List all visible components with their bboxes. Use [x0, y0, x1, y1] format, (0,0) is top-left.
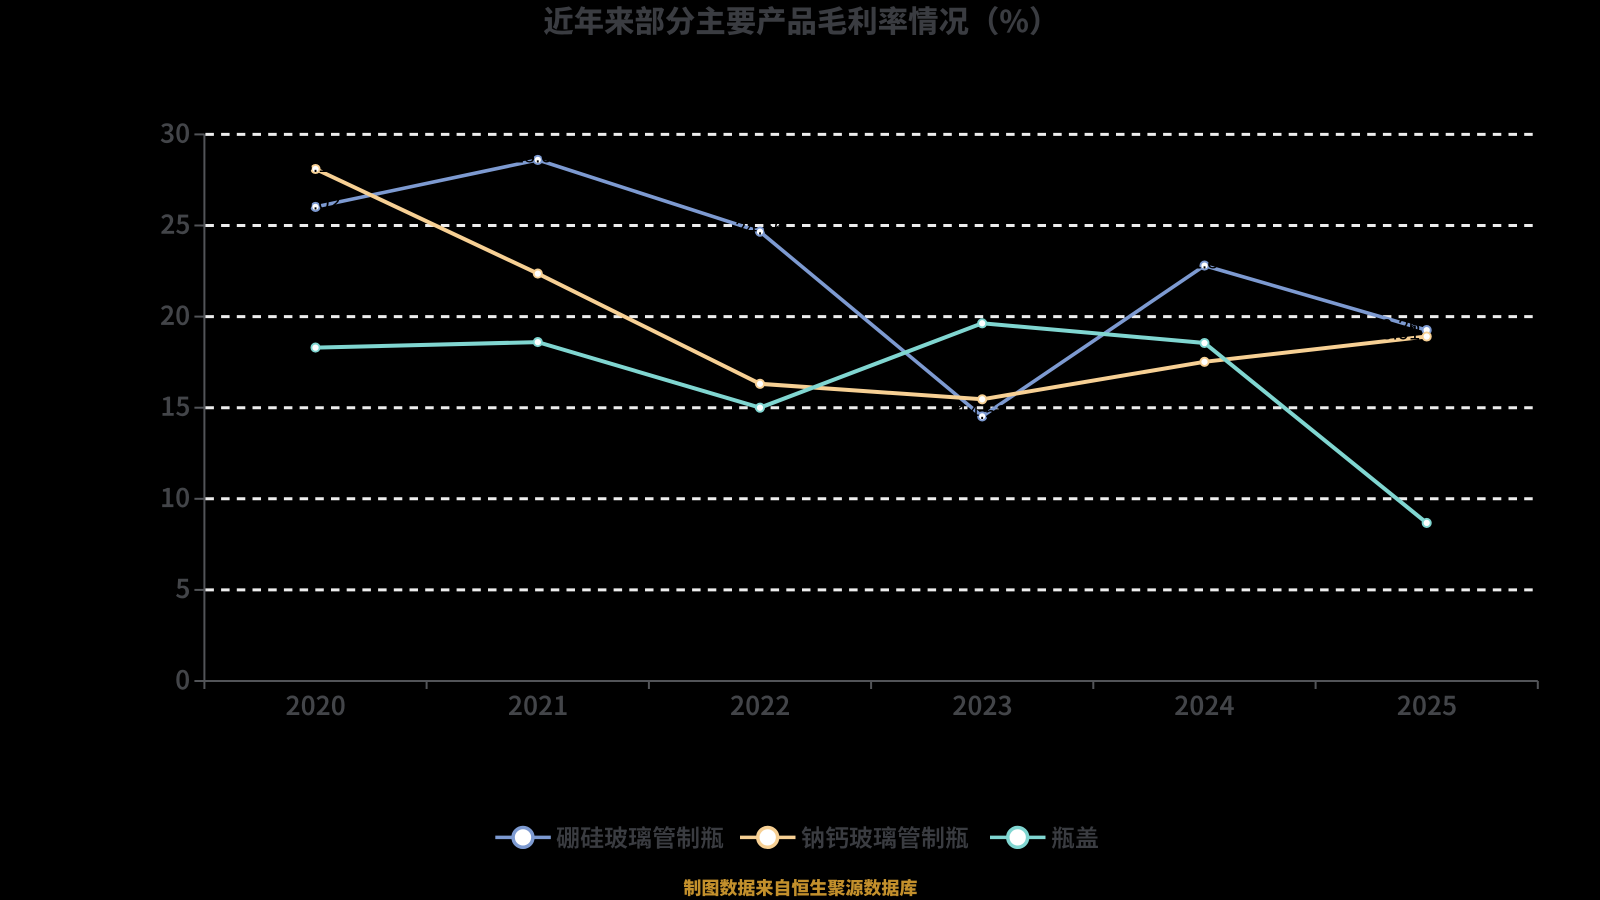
svg-text:28.10: 28.10: [290, 155, 340, 177]
svg-text:19.26: 19.26: [1370, 316, 1420, 338]
svg-text:18.91: 18.91: [1370, 322, 1420, 344]
svg-text:22.80: 22.80: [1179, 251, 1229, 273]
svg-text:28.60: 28.60: [513, 146, 563, 168]
svg-text:14.52: 14.52: [957, 402, 1007, 424]
svg-text:26.02: 26.02: [290, 193, 340, 215]
svg-text:24.66: 24.66: [735, 218, 785, 240]
